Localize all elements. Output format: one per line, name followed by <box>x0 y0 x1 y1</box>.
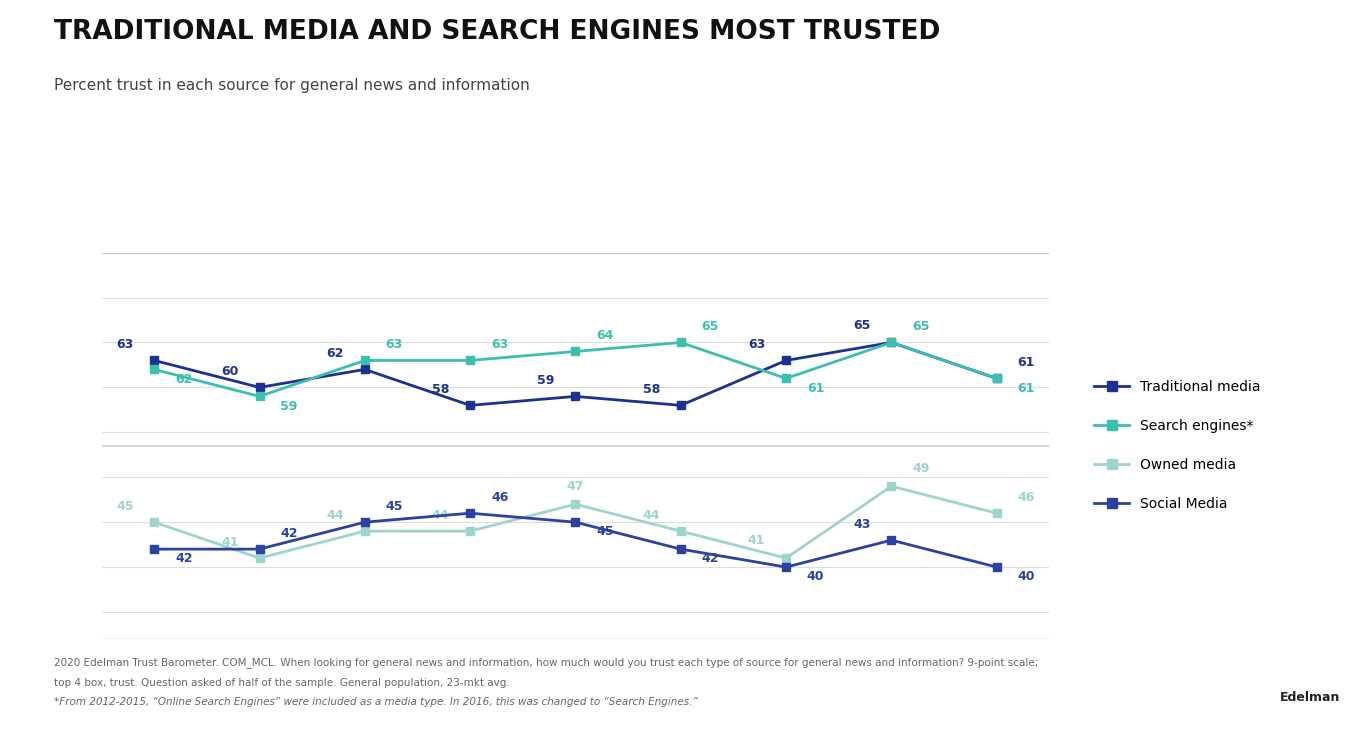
Text: 62: 62 <box>175 372 192 386</box>
Text: 61: 61 <box>807 382 825 395</box>
Text: 63: 63 <box>747 339 765 351</box>
Text: 65: 65 <box>913 320 930 334</box>
Text: 45: 45 <box>116 500 134 513</box>
Text: 41: 41 <box>221 536 238 549</box>
Text: 59: 59 <box>280 400 298 412</box>
Text: 63: 63 <box>116 339 133 351</box>
Text: Edelman: Edelman <box>1280 691 1340 704</box>
Text: 61: 61 <box>1017 357 1034 369</box>
Text: Percent trust in each source for general news and information: Percent trust in each source for general… <box>54 78 529 93</box>
Text: 40: 40 <box>807 571 825 583</box>
Text: 63: 63 <box>492 339 508 351</box>
Text: 44: 44 <box>643 509 659 522</box>
Text: 44: 44 <box>326 509 344 522</box>
Text: 44: 44 <box>432 509 450 522</box>
Text: 46: 46 <box>492 491 508 504</box>
Text: TRADITIONAL MEDIA AND SEARCH ENGINES MOST TRUSTED: TRADITIONAL MEDIA AND SEARCH ENGINES MOS… <box>54 19 941 45</box>
Text: 41: 41 <box>747 534 765 548</box>
Text: 60: 60 <box>221 366 238 378</box>
Text: 42: 42 <box>175 552 192 565</box>
Text: *From 2012-2015, “Online Search Engines” were included as a media type. In 2016,: *From 2012-2015, “Online Search Engines”… <box>54 697 697 707</box>
Text: 40: 40 <box>1017 571 1034 583</box>
Text: 45: 45 <box>386 500 403 513</box>
Text: 42: 42 <box>701 552 719 565</box>
Text: 63: 63 <box>386 339 403 351</box>
Text: 47: 47 <box>567 481 584 493</box>
Text: 43: 43 <box>853 518 871 531</box>
Text: 46: 46 <box>1017 491 1034 504</box>
Text: 2020 Edelman Trust Barometer. COM_MCL. When looking for general news and informa: 2020 Edelman Trust Barometer. COM_MCL. W… <box>54 658 1039 669</box>
Text: 45: 45 <box>596 525 613 539</box>
Text: 58: 58 <box>643 383 659 396</box>
Text: 64: 64 <box>596 329 613 343</box>
Text: 61: 61 <box>1017 382 1034 395</box>
Legend: Traditional media, Search engines*, Owned media, Social Media: Traditional media, Search engines*, Owne… <box>1094 380 1261 511</box>
Text: 49: 49 <box>913 462 930 476</box>
Text: 65: 65 <box>853 319 871 331</box>
Text: top 4 box, trust. Question asked of half of the sample. General population, 23-m: top 4 box, trust. Question asked of half… <box>54 678 510 687</box>
Text: 59: 59 <box>538 374 555 387</box>
Text: 58: 58 <box>432 383 450 396</box>
Text: 65: 65 <box>701 320 719 334</box>
Text: 42: 42 <box>280 527 298 540</box>
Text: 62: 62 <box>326 348 344 360</box>
